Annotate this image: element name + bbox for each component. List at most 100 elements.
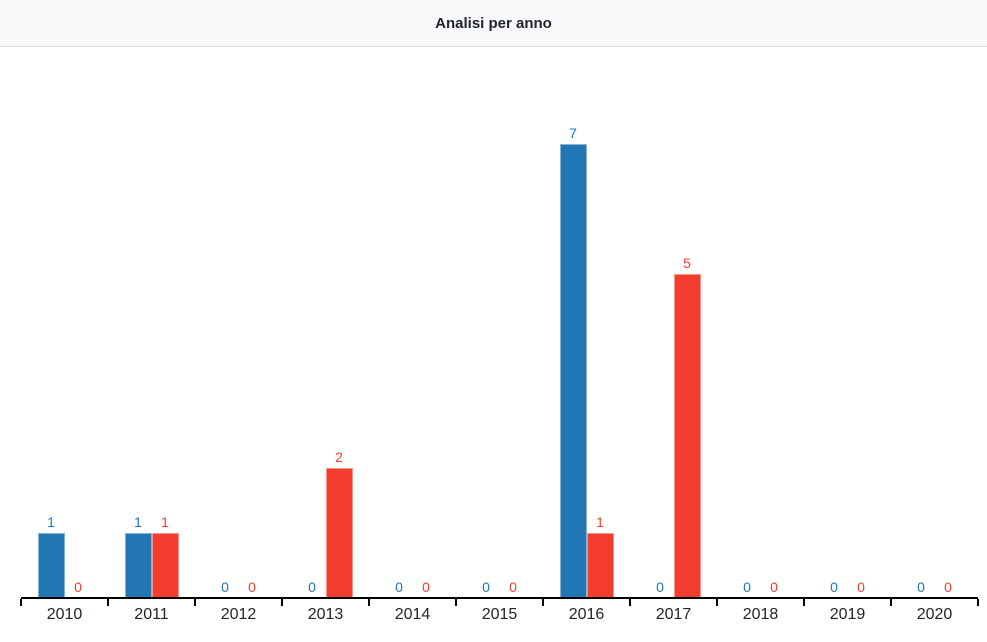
red-series-slot-2013: 2 — [325, 449, 353, 598]
blue-series-value-label-2012: 0 — [221, 579, 229, 595]
red-series-value-label-2015: 0 — [509, 579, 517, 595]
red-series-value-label-2010: 0 — [74, 579, 82, 595]
red-series-bar-2016[interactable] — [586, 533, 614, 598]
x-axis-label-2013: 2013 — [307, 606, 344, 623]
blue-series-value-label-2019: 0 — [830, 579, 838, 595]
red-series-slot-2018: 0 — [761, 580, 788, 598]
x-axis-line — [21, 597, 978, 599]
blue-series-value-label-2015: 0 — [482, 579, 490, 595]
blue-series-slot-2015: 0 — [473, 580, 500, 598]
x-axis-label-2019: 2019 — [829, 606, 866, 623]
x-axis-label-2017: 2017 — [655, 606, 692, 623]
blue-series-slot-2014: 0 — [386, 580, 413, 598]
red-series-slot-2015: 0 — [500, 580, 527, 598]
chart-title-bar: Analisi per anno — [0, 0, 987, 47]
blue-series-value-label-2013: 0 — [308, 579, 316, 595]
blue-series-slot-2017: 0 — [647, 580, 674, 598]
blue-series-slot-2011: 1 — [124, 514, 152, 598]
red-series-value-label-2014: 0 — [422, 579, 430, 595]
red-series-slot-2012: 0 — [239, 580, 266, 598]
blue-series-bar-2011[interactable] — [124, 533, 152, 598]
blue-series-slot-2018: 0 — [734, 580, 761, 598]
blue-series-value-label-2014: 0 — [395, 579, 403, 595]
blue-series-slot-2010: 1 — [37, 514, 65, 598]
red-series-slot-2016: 1 — [586, 514, 614, 598]
blue-series-slot-2019: 0 — [821, 580, 848, 598]
x-axis-tick — [977, 599, 979, 606]
x-axis-label-2014: 2014 — [394, 606, 431, 623]
x-axis-tick — [20, 599, 22, 606]
x-axis-label-2012: 2012 — [220, 606, 257, 623]
red-series-value-label-2013: 2 — [335, 449, 343, 465]
x-axis-tick — [107, 599, 109, 606]
blue-series-value-label-2020: 0 — [917, 579, 925, 595]
red-series-slot-2017: 5 — [673, 255, 701, 598]
blue-series-value-label-2011: 1 — [134, 514, 142, 530]
x-axis-tick — [890, 599, 892, 606]
x-axis-tick — [455, 599, 457, 606]
x-axis-label-2010: 2010 — [46, 606, 83, 623]
x-axis-tick — [629, 599, 631, 606]
x-axis-tick — [803, 599, 805, 606]
blue-series-bar-2010[interactable] — [37, 533, 65, 598]
x-axis-tick — [368, 599, 370, 606]
blue-series-slot-2016: 7 — [559, 125, 587, 598]
red-series-bar-2013[interactable] — [325, 468, 353, 598]
red-series-value-label-2017: 5 — [683, 255, 691, 271]
red-series-value-label-2020: 0 — [944, 579, 952, 595]
x-axis-label-2015: 2015 — [481, 606, 518, 623]
blue-series-value-label-2010: 1 — [47, 514, 55, 530]
red-series-value-label-2011: 1 — [161, 514, 169, 530]
red-series-slot-2014: 0 — [413, 580, 440, 598]
blue-series-slot-2020: 0 — [908, 580, 935, 598]
red-series-bar-2011[interactable] — [151, 533, 179, 598]
blue-series-bar-2016[interactable] — [559, 144, 587, 598]
blue-series-slot-2013: 0 — [299, 580, 326, 598]
x-axis-label-2011: 2011 — [134, 606, 169, 623]
red-series-slot-2011: 1 — [151, 514, 179, 598]
red-series-slot-2020: 0 — [935, 580, 962, 598]
red-series-value-label-2018: 0 — [770, 579, 778, 595]
x-axis-tick — [194, 599, 196, 606]
red-series-bar-2017[interactable] — [673, 274, 701, 598]
x-axis-labels: 2010 2011 2012 2013 2014 2015 2016 2017 2018 2019… — [21, 606, 978, 624]
x-axis-tick — [281, 599, 283, 606]
x-axis-label-2018: 2018 — [742, 606, 779, 623]
blue-series-value-label-2018: 0 — [743, 579, 751, 595]
red-series-value-label-2016: 1 — [596, 514, 604, 530]
red-series-slot-2019: 0 — [848, 580, 875, 598]
x-axis-label-2016: 2016 — [568, 606, 605, 623]
x-axis-tick — [716, 599, 718, 606]
red-series-slot-2010: 0 — [65, 580, 92, 598]
blue-series-slot-2012: 0 — [212, 580, 239, 598]
chart-title: Analisi per anno — [435, 14, 552, 32]
blue-series-value-label-2017: 0 — [656, 579, 664, 595]
red-series-value-label-2012: 0 — [248, 579, 256, 595]
x-axis-label-2020: 2020 — [916, 606, 953, 623]
blue-series-value-label-2016: 7 — [569, 125, 577, 141]
